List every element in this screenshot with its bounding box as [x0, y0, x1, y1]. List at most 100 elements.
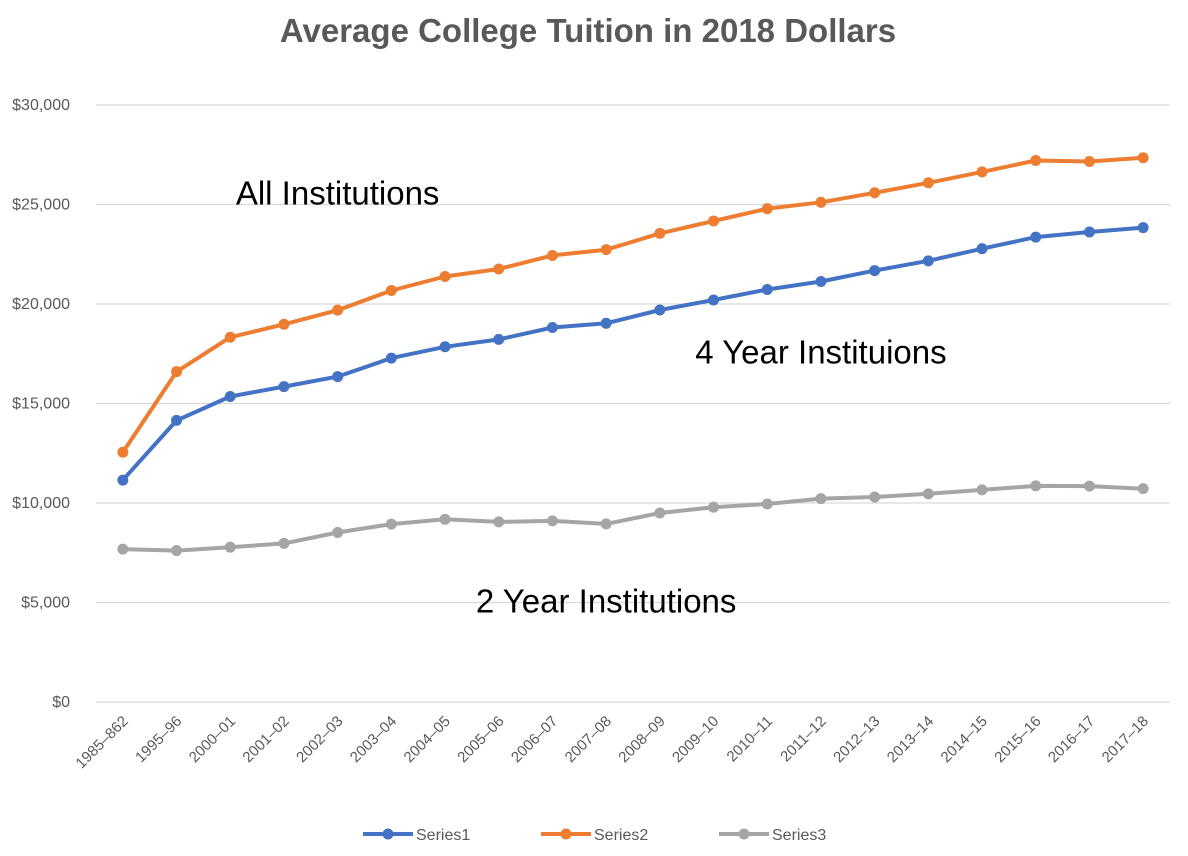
data-point	[385, 352, 397, 364]
data-point	[493, 333, 505, 345]
data-point	[439, 271, 451, 283]
legend-item: Series1	[363, 827, 470, 844]
data-point	[278, 318, 290, 330]
legend-swatch-marker	[560, 828, 572, 840]
x-tick-label: 2011–12	[777, 713, 830, 766]
data-point	[708, 294, 720, 306]
x-axis: 1985–862 1995–96 2000–01 2001–02 2002–03 2003…	[72, 713, 1152, 772]
data-point	[815, 196, 827, 208]
y-tick-label: $15,000	[12, 396, 70, 413]
legend-item: Series3	[719, 827, 826, 844]
y-tick-label: $10,000	[12, 495, 70, 512]
data-point	[922, 255, 934, 267]
data-point	[385, 284, 397, 296]
data-point	[976, 166, 988, 178]
legend-swatch-marker	[738, 828, 750, 840]
x-tick-label: 2015–16	[991, 713, 1044, 766]
data-point	[654, 227, 666, 239]
x-tick-label: 2002–03	[293, 713, 346, 766]
data-point	[493, 516, 505, 528]
series-line	[120, 225, 1146, 483]
series-group	[117, 152, 1149, 557]
series-line	[120, 155, 1146, 455]
data-point	[332, 304, 344, 316]
data-point	[117, 446, 129, 458]
chart-title: Average College Tuition in 2018 Dollars	[280, 12, 896, 49]
x-tick-label: 2006–07	[508, 713, 561, 766]
data-point	[654, 507, 666, 519]
data-point	[654, 304, 666, 316]
x-tick-label: 2008–09	[615, 713, 668, 766]
x-tick-label: 1985–862	[72, 713, 131, 772]
data-point	[1083, 156, 1095, 168]
data-point	[708, 501, 720, 513]
data-point	[761, 498, 773, 510]
data-point	[171, 545, 183, 557]
data-point	[171, 414, 183, 426]
legend-label: Series3	[772, 827, 826, 844]
data-point	[546, 321, 558, 333]
legend: Series1 Series2 Series3	[363, 827, 826, 844]
y-tick-label: $30,000	[12, 97, 70, 114]
data-point	[546, 515, 558, 527]
x-tick-label: 2016–17	[1045, 713, 1098, 766]
y-tick-label: $0	[52, 694, 70, 711]
x-tick-label: 2001–02	[239, 713, 292, 766]
data-point	[1083, 480, 1095, 492]
data-point	[869, 187, 881, 199]
data-point	[117, 543, 129, 555]
x-tick-label: 2010–11	[724, 713, 777, 766]
y-axis: $0 $5,000 $10,000 $15,000 $20,000 $25,000 $30,…	[12, 97, 70, 711]
data-point	[117, 474, 129, 486]
annotation: 2 Year Institutions	[476, 582, 737, 619]
data-point	[600, 317, 612, 329]
legend-swatch-marker	[382, 828, 394, 840]
data-point	[1030, 155, 1042, 167]
data-point	[869, 491, 881, 503]
x-tick-label: 2005–06	[454, 713, 507, 766]
gridlines	[96, 104, 1170, 703]
data-point	[600, 518, 612, 530]
x-tick-label: 2013–14	[884, 713, 937, 766]
data-point	[546, 249, 558, 261]
x-tick-label: 1995–96	[132, 713, 185, 766]
x-tick-label: 2003–04	[347, 713, 400, 766]
data-point	[439, 341, 451, 353]
data-point	[332, 371, 344, 383]
x-tick-label: 2012–13	[830, 713, 883, 766]
x-tick-label: 2009–10	[669, 713, 722, 766]
series-2	[117, 152, 1149, 458]
x-tick-label: 2014–15	[938, 713, 991, 766]
data-point	[976, 243, 988, 255]
data-point	[761, 283, 773, 295]
legend-label: Series1	[416, 827, 470, 844]
data-point	[385, 518, 397, 530]
annotation: 4 Year Instituions	[695, 334, 946, 371]
x-tick-label: 2007–08	[562, 713, 615, 766]
data-point	[600, 244, 612, 256]
data-point	[224, 331, 236, 343]
y-tick-label: $20,000	[12, 296, 70, 313]
data-point	[278, 381, 290, 393]
data-point	[1030, 480, 1042, 492]
data-point	[224, 541, 236, 553]
data-point	[1137, 483, 1149, 495]
legend-label: Series2	[594, 827, 648, 844]
y-tick-label: $5,000	[21, 595, 70, 612]
data-point	[1083, 226, 1095, 238]
data-point	[171, 366, 183, 378]
legend-item: Series2	[541, 827, 648, 844]
data-point	[976, 484, 988, 496]
series-3	[117, 480, 1149, 557]
data-point	[761, 203, 773, 215]
series-1	[117, 222, 1149, 486]
data-point	[332, 526, 344, 538]
data-point	[815, 493, 827, 505]
annotations: All Institutions 4 Year Instituions 2 Year…	[236, 175, 947, 620]
data-point	[922, 488, 934, 500]
x-tick-label: 2017–18	[1099, 713, 1152, 766]
data-point	[1137, 222, 1149, 234]
data-point	[922, 177, 934, 189]
